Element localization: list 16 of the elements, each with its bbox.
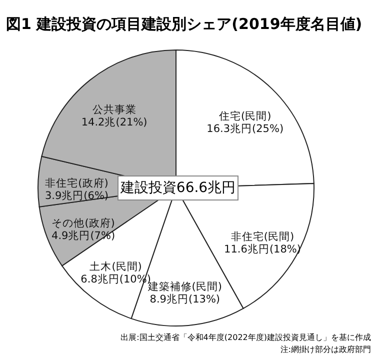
- text: 注:網掛け部分は政府部門: [280, 345, 371, 354]
- slice-label: 建築補修(民間): [146, 280, 222, 293]
- slice-label: 非住宅(政府): [45, 176, 108, 190]
- slice-label: 非住宅(民間): [230, 230, 294, 243]
- text: 建設投資66.6兆円: [119, 180, 236, 196]
- data-label: 11.6兆円(18%): [224, 242, 301, 256]
- slice-label: その他(政府): [52, 216, 115, 230]
- data-label: 14.2兆(21%): [81, 116, 148, 129]
- slice-label: 土木(民間): [90, 260, 142, 274]
- slice-label: 住宅(民間): [218, 110, 272, 123]
- slice-label: 公共事業: [92, 103, 136, 116]
- chart-title: 図1 建設投資の項目建設別シェア(2019年度名目値): [6, 15, 362, 33]
- data-label: 8.9兆円(13%): [150, 292, 220, 306]
- text: 出展:国土交通省「令和4年度(2022年度)建設投資見通し」を基に作成: [120, 333, 371, 342]
- data-label: 3.9兆円(6%): [44, 188, 109, 202]
- data-label: 16.3兆円(25%): [206, 122, 284, 136]
